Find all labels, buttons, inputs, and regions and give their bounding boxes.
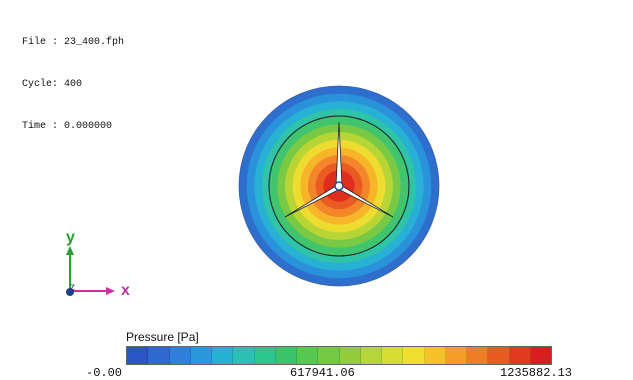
colorbar-segment bbox=[509, 347, 531, 364]
outer-boundary-circle bbox=[268, 115, 410, 257]
y-axis-arrowhead bbox=[66, 246, 74, 255]
colorbar-segment bbox=[169, 347, 191, 364]
colorbar-segment bbox=[148, 347, 170, 364]
cycle-info-line: Cycle: 400 bbox=[22, 79, 83, 90]
rotor-blades bbox=[284, 121, 394, 218]
time-info-line: Time : 0.000000 bbox=[22, 121, 113, 132]
colorbar-segment bbox=[530, 347, 551, 364]
outer-edge-circle bbox=[238, 85, 440, 287]
rotor-hub bbox=[334, 181, 344, 191]
colorbar-segment bbox=[488, 347, 510, 364]
colorbar-segment bbox=[127, 347, 149, 364]
colorbar-segment bbox=[233, 347, 255, 364]
file-info-line: File : 23_400.fph bbox=[22, 37, 125, 48]
axis-triad: y x z bbox=[66, 229, 130, 299]
colorbar-segment bbox=[339, 347, 361, 364]
pressure-colorbar bbox=[126, 346, 552, 365]
x-axis-label: x bbox=[121, 282, 130, 299]
colorbar-segment bbox=[318, 347, 340, 364]
colorbar-segment bbox=[297, 347, 319, 364]
x-axis-arrowhead bbox=[106, 287, 115, 295]
file-info-panel: File : 23_400.fph Cycle: 400 Time : 0.00… bbox=[22, 8, 124, 148]
colorbar-segment bbox=[467, 347, 489, 364]
legend-title: Pressure [Pa] bbox=[126, 330, 199, 344]
colorbar-segment bbox=[445, 347, 467, 364]
z-axis-label: z bbox=[70, 282, 75, 293]
colorbar-segment bbox=[275, 347, 297, 364]
colorbar-segment bbox=[424, 347, 446, 364]
colorbar-max-label: 1235882.13 bbox=[500, 366, 573, 380]
colorbar-segment bbox=[212, 347, 234, 364]
colorbar-segment bbox=[360, 347, 382, 364]
colorbar-segment bbox=[190, 347, 212, 364]
colorbar-segment bbox=[382, 347, 404, 364]
colorbar-segment bbox=[254, 347, 276, 364]
y-axis-label: y bbox=[66, 229, 75, 246]
colorbar-mid-label: 617941.06 bbox=[290, 366, 355, 380]
colorbar-segment bbox=[403, 347, 425, 364]
z-axis-marker bbox=[66, 288, 74, 296]
colorbar-min-label: -0.00 bbox=[86, 366, 123, 380]
